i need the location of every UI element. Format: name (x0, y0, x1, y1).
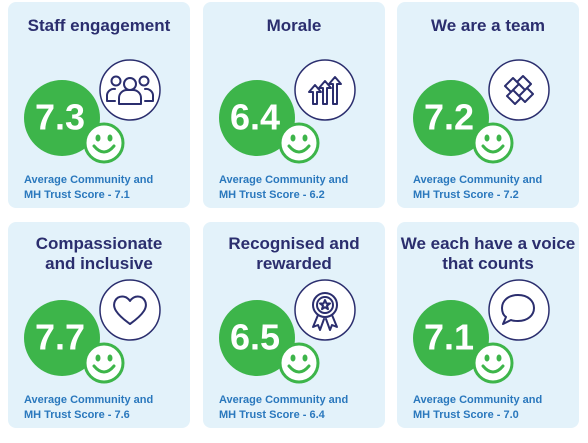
icon-glyph (106, 75, 154, 105)
icon-glyph (501, 294, 535, 325)
score: 7.7 (35, 317, 85, 358)
card-title: Morale (267, 16, 322, 35)
smiley-face (472, 342, 514, 384)
icon-glyph (308, 76, 342, 105)
card-note: Average Community and (413, 174, 542, 186)
icon (99, 59, 161, 121)
card-background (203, 2, 385, 208)
smiley (472, 122, 514, 164)
smiley-mouth (92, 364, 116, 374)
smiley-eye (496, 354, 502, 362)
smiley-face (278, 342, 320, 384)
icon-glyph (312, 292, 338, 331)
score: 7.3 (35, 97, 85, 138)
card-note: MH Trust Score - 7.2 (413, 189, 519, 201)
smiley-face (278, 122, 320, 164)
smiley (83, 342, 125, 384)
score-circle (413, 300, 489, 376)
card: Staff engagement 7.3 Average Community and… (8, 2, 190, 208)
score-circle (24, 80, 100, 156)
smiley-face (83, 342, 125, 384)
smiley-eye (107, 134, 113, 142)
card-note: Average Community and (219, 394, 348, 406)
card-note: MH Trust Score - 7.6 (24, 409, 130, 421)
card-title: and inclusive (45, 254, 153, 273)
score-circle (219, 80, 295, 156)
smiley (278, 122, 320, 164)
card-title: Recognised and (228, 234, 359, 253)
smiley-mouth (481, 364, 505, 374)
smiley (83, 122, 125, 164)
smiley-eye (107, 354, 113, 362)
smiley-eye (95, 134, 101, 142)
icon (488, 59, 550, 121)
score: 6.5 (230, 317, 280, 358)
score-circle (413, 80, 489, 156)
icon (488, 279, 550, 341)
score: 6.4 (230, 97, 280, 138)
smiley-eye (496, 134, 502, 142)
card-background (397, 2, 579, 208)
smiley-eye (302, 354, 308, 362)
score-circle (24, 300, 100, 376)
icon-circle (488, 59, 550, 121)
icon-circle (294, 59, 356, 121)
card-title: We are a team (431, 16, 545, 35)
card-title: Compassionate (36, 234, 163, 253)
card-title: rewarded (256, 254, 332, 273)
smiley-face (472, 122, 514, 164)
icon-circle (488, 279, 550, 341)
smiley-eye (290, 354, 296, 362)
smiley-face (83, 122, 125, 164)
smiley (472, 342, 514, 384)
card-background (8, 2, 190, 208)
card-background (8, 222, 190, 428)
card-note: Average Community and (413, 394, 542, 406)
score: 7.2 (424, 97, 474, 138)
card: Morale 6.4 Average Community and MH Trust S… (203, 2, 385, 208)
smiley-eye (484, 134, 490, 142)
card-note: Average Community and (24, 394, 153, 406)
icon-glyph (113, 295, 147, 325)
icon (294, 59, 356, 121)
score: 7.1 (424, 317, 474, 358)
card-title: Staff engagement (28, 16, 171, 35)
icon-glyph (504, 75, 534, 105)
card-title: We each have a voice (401, 234, 576, 253)
smiley-eye (484, 354, 490, 362)
card-note: MH Trust Score - 7.1 (24, 189, 130, 201)
smiley-eye (290, 134, 296, 142)
smiley-mouth (287, 364, 311, 374)
card-note: MH Trust Score - 6.4 (219, 409, 326, 421)
smiley-eye (302, 134, 308, 142)
icon (294, 279, 356, 341)
card-note: MH Trust Score - 6.2 (219, 189, 325, 201)
icon (99, 279, 161, 341)
card-title: that counts (442, 254, 534, 273)
smiley (278, 342, 320, 384)
smiley-eye (95, 354, 101, 362)
icon-circle (99, 279, 161, 341)
smiley-mouth (287, 144, 311, 154)
card-background (397, 222, 579, 428)
icon-circle (294, 279, 356, 341)
card: We are a team 7.2 Average Community and MH … (397, 2, 579, 208)
smiley-mouth (92, 144, 116, 154)
smiley-mouth (481, 144, 505, 154)
card-note: Average Community and (24, 174, 153, 186)
card-background (203, 222, 385, 428)
card-note: Average Community and (219, 174, 348, 186)
score-circle (219, 300, 295, 376)
card-note: MH Trust Score - 7.0 (413, 409, 519, 421)
